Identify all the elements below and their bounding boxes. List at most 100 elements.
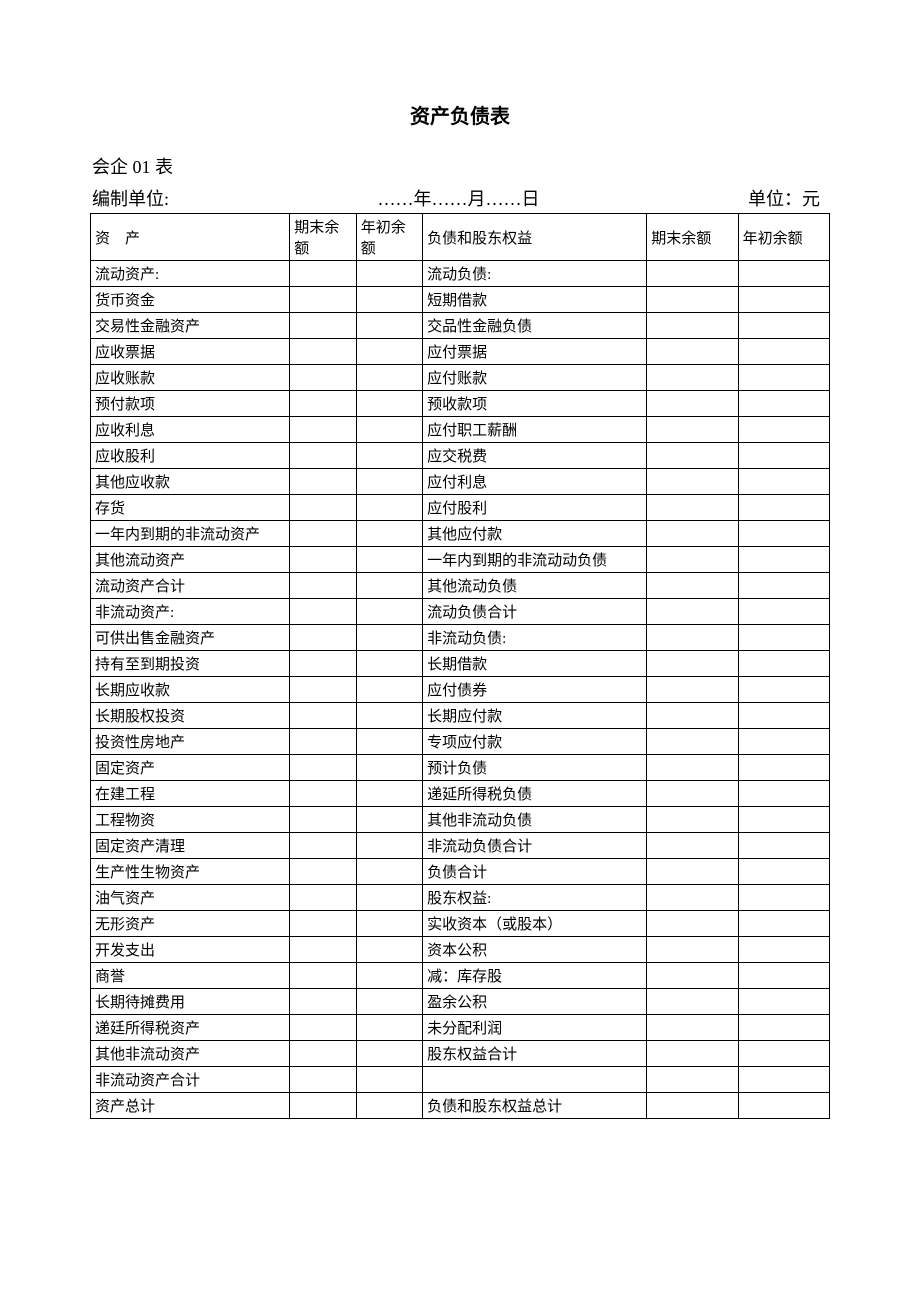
table-row: 长期应收款 应付债券 bbox=[91, 677, 830, 703]
liability-cell: 应付账款 bbox=[423, 365, 647, 391]
unit-label: 单位：元 bbox=[748, 185, 830, 211]
asset-cell: 商誉 bbox=[91, 963, 290, 989]
org-label: 编制单位: bbox=[92, 185, 169, 211]
asset-cell: 长期应收款 bbox=[91, 677, 290, 703]
asset-end-balance-cell bbox=[290, 911, 356, 937]
liability-cell: 应付债券 bbox=[423, 677, 647, 703]
liability-end-balance-cell bbox=[647, 339, 738, 365]
liability-end-balance-cell bbox=[647, 365, 738, 391]
date-label: ……年……月……日 bbox=[169, 185, 748, 211]
asset-begin-balance-cell bbox=[356, 755, 422, 781]
asset-cell: 油气资产 bbox=[91, 885, 290, 911]
asset-begin-balance-cell bbox=[356, 521, 422, 547]
liability-end-balance-cell bbox=[647, 313, 738, 339]
liability-end-balance-cell bbox=[647, 677, 738, 703]
asset-end-balance-cell bbox=[290, 443, 356, 469]
asset-end-balance-cell bbox=[290, 1015, 356, 1041]
liability-begin-balance-cell bbox=[738, 1015, 829, 1041]
asset-cell: 非流动资产: bbox=[91, 599, 290, 625]
liability-end-balance-cell bbox=[647, 807, 738, 833]
asset-begin-balance-cell bbox=[356, 833, 422, 859]
table-row: 可供出售金融资产非流动负债: bbox=[91, 625, 830, 651]
table-row: 应收账款应付账款 bbox=[91, 365, 830, 391]
liability-begin-balance-cell bbox=[738, 287, 829, 313]
asset-begin-balance-cell bbox=[356, 443, 422, 469]
page-title: 资产负债表 bbox=[90, 100, 830, 129]
liability-cell: 减：库存股 bbox=[423, 963, 647, 989]
liability-end-balance-cell bbox=[647, 833, 738, 859]
col-header-assets: 资 产 bbox=[91, 214, 290, 261]
liability-cell: 流动负债合计 bbox=[423, 599, 647, 625]
asset-end-balance-cell bbox=[290, 417, 356, 443]
table-row: 固定资产清理非流动负债合计 bbox=[91, 833, 830, 859]
table-row: 预付款项预收款项 bbox=[91, 391, 830, 417]
asset-end-balance-cell bbox=[290, 1093, 356, 1119]
asset-begin-balance-cell bbox=[356, 625, 422, 651]
liability-end-balance-cell bbox=[647, 937, 738, 963]
asset-begin-balance-cell bbox=[356, 989, 422, 1015]
liability-begin-balance-cell bbox=[738, 443, 829, 469]
liability-begin-balance-cell bbox=[738, 677, 829, 703]
liability-end-balance-cell bbox=[647, 495, 738, 521]
liability-end-balance-cell bbox=[647, 1093, 738, 1119]
form-code: 会企 01 表 bbox=[90, 153, 830, 179]
balance-sheet-table: 资 产 期末余额 年初余额 负债和股东权益 期末余额 年初余额 流动资产:流动负… bbox=[90, 213, 830, 1119]
liability-begin-balance-cell bbox=[738, 885, 829, 911]
asset-end-balance-cell bbox=[290, 1067, 356, 1093]
table-row: 资产总计负债和股东权益总计 bbox=[91, 1093, 830, 1119]
liability-end-balance-cell bbox=[647, 261, 738, 287]
liability-cell: 股东权益: bbox=[423, 885, 647, 911]
asset-cell: 在建工程 bbox=[91, 781, 290, 807]
liability-end-balance-cell bbox=[647, 469, 738, 495]
table-row: 一年内到期的非流动资产其他应付款 bbox=[91, 521, 830, 547]
asset-end-balance-cell bbox=[290, 729, 356, 755]
asset-cell: 流动资产: bbox=[91, 261, 290, 287]
asset-cell: 预付款项 bbox=[91, 391, 290, 417]
asset-cell: 递廷所得税资产 bbox=[91, 1015, 290, 1041]
col-header-begin-balance-2: 年初余额 bbox=[738, 214, 829, 261]
liability-end-balance-cell bbox=[647, 963, 738, 989]
liability-end-balance-cell bbox=[647, 859, 738, 885]
asset-end-balance-cell bbox=[290, 651, 356, 677]
liability-cell: 长期应付款 bbox=[423, 703, 647, 729]
liability-cell: 应付利息 bbox=[423, 469, 647, 495]
asset-cell: 应收股利 bbox=[91, 443, 290, 469]
asset-begin-balance-cell bbox=[356, 391, 422, 417]
asset-cell: 固定资产清理 bbox=[91, 833, 290, 859]
liability-begin-balance-cell bbox=[738, 859, 829, 885]
liability-begin-balance-cell bbox=[738, 599, 829, 625]
table-row: 流动资产合计其他流动负债 bbox=[91, 573, 830, 599]
liability-begin-balance-cell bbox=[738, 547, 829, 573]
header-row: 编制单位: ……年……月……日 单位：元 bbox=[90, 185, 830, 211]
table-row: 非流动资产合计 bbox=[91, 1067, 830, 1093]
asset-begin-balance-cell bbox=[356, 729, 422, 755]
liability-cell: 流动负债: bbox=[423, 261, 647, 287]
liability-begin-balance-cell bbox=[738, 261, 829, 287]
liability-cell: 资本公积 bbox=[423, 937, 647, 963]
asset-begin-balance-cell bbox=[356, 261, 422, 287]
asset-end-balance-cell bbox=[290, 261, 356, 287]
asset-end-balance-cell bbox=[290, 495, 356, 521]
liability-cell: 负债合计 bbox=[423, 859, 647, 885]
asset-end-balance-cell bbox=[290, 885, 356, 911]
liability-begin-balance-cell bbox=[738, 729, 829, 755]
liability-end-balance-cell bbox=[647, 989, 738, 1015]
liability-cell: 应付职工薪酬 bbox=[423, 417, 647, 443]
liability-cell: 交品性金融负债 bbox=[423, 313, 647, 339]
liability-begin-balance-cell bbox=[738, 1067, 829, 1093]
asset-begin-balance-cell bbox=[356, 469, 422, 495]
asset-cell: 无形资产 bbox=[91, 911, 290, 937]
liability-end-balance-cell bbox=[647, 1067, 738, 1093]
asset-cell: 长期待摊费用 bbox=[91, 989, 290, 1015]
asset-cell: 交易性金融资产 bbox=[91, 313, 290, 339]
liability-cell: 一年内到期的非流动动负债 bbox=[423, 547, 647, 573]
table-row: 生产性生物资产负债合计 bbox=[91, 859, 830, 885]
asset-begin-balance-cell bbox=[356, 547, 422, 573]
liability-cell: 实收资本（或股本） bbox=[423, 911, 647, 937]
liability-begin-balance-cell bbox=[738, 417, 829, 443]
liability-end-balance-cell bbox=[647, 729, 738, 755]
asset-begin-balance-cell bbox=[356, 339, 422, 365]
asset-begin-balance-cell bbox=[356, 651, 422, 677]
asset-begin-balance-cell bbox=[356, 781, 422, 807]
table-row: 其他非流动资产股东权益合计 bbox=[91, 1041, 830, 1067]
